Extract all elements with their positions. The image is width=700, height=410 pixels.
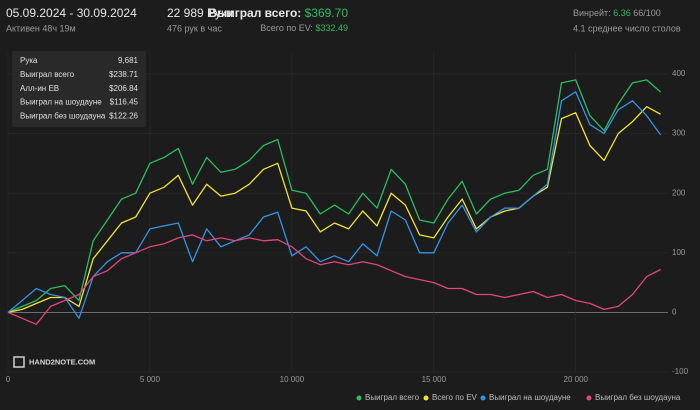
legend-marker	[423, 395, 429, 401]
x-tick-label: 5 000	[140, 375, 161, 384]
y-tick-label: 300	[672, 129, 686, 138]
tooltip-box	[12, 51, 146, 127]
grid: -100 0 100 200 300 400 0 5 000 10 000 15 000 20 00…	[6, 52, 689, 384]
won-value: $369.70	[305, 6, 349, 20]
ev-label: Всего по EV:	[260, 23, 313, 33]
hands-per-hour: 476 рук в час	[167, 23, 222, 33]
hands: 22 989 Руки	[167, 6, 233, 20]
tooltip-label: Выиграл всего	[20, 70, 75, 79]
winrate-label: Винрейт:	[573, 8, 611, 18]
x-tick-label: 10 000	[280, 375, 305, 384]
series-line	[7, 91, 662, 319]
legend-label: Всего по EV	[432, 393, 478, 402]
legend-label: Выиграл на шоудауне	[489, 393, 571, 402]
ev-value: $332.49	[315, 23, 348, 33]
winrate: Винрейт: 6.36 66/100	[573, 8, 661, 18]
legend-marker	[356, 395, 362, 401]
tooltip: Рука 9,681 Выиграл всего $238.71 Алл-ин EB…	[12, 51, 146, 127]
won-label: Выиграл всего:	[208, 6, 301, 20]
winrate-value: 6.36	[613, 8, 631, 18]
legend-label: Выиграл всего	[365, 393, 420, 402]
legend: Выиграл всего Всего по EV Выиграл на шоуда…	[356, 393, 681, 402]
tooltip-value: $238.71	[109, 70, 138, 79]
tooltip-hand-value: 9,681	[118, 56, 139, 65]
y-tick-label: 0	[672, 307, 677, 316]
watermark: HAND2NOTE.COM	[13, 356, 95, 368]
tooltip-label: Выиграл без шоудауна	[20, 112, 106, 121]
lines	[7, 79, 662, 325]
watermark-text: HAND2NOTE.COM	[29, 357, 95, 366]
y-tick-label: 200	[672, 188, 686, 197]
tooltip-label: Выиграл на шоудауне	[20, 98, 102, 107]
y-tick-label: 400	[672, 69, 686, 78]
tables: 4.1 среднее число столов	[573, 23, 681, 33]
y-tick-label: 100	[672, 248, 686, 257]
won-total: Выиграл всего: $369.70	[208, 6, 348, 20]
legend-marker	[586, 395, 592, 401]
tooltip-value: $122.26	[109, 112, 138, 121]
y-tick-label: -100	[672, 367, 689, 376]
x-tick-label: 20 000	[564, 375, 589, 384]
tooltip-value: $116.45	[110, 98, 139, 107]
x-tick-label: 0	[6, 375, 11, 384]
ev-total: Всего по EV: $332.49	[260, 23, 348, 33]
winrate-unit: 66/100	[633, 8, 661, 18]
series-line	[7, 106, 661, 314]
watermark-icon	[13, 356, 25, 368]
series-line	[7, 234, 661, 325]
legend-label: Выиграл без шоудауна	[595, 393, 681, 402]
series-line	[7, 79, 662, 313]
tooltip-label: Алл-ин EB	[20, 84, 59, 93]
period: 05.09.2024 - 30.09.2024	[6, 6, 137, 20]
x-tick-label: 15 000	[422, 375, 447, 384]
legend-marker	[480, 395, 486, 401]
tooltip-value: $206.84	[109, 84, 138, 93]
tooltip-hand-label: Рука	[20, 56, 38, 65]
active-time: Активен 48ч 19м	[6, 23, 76, 33]
